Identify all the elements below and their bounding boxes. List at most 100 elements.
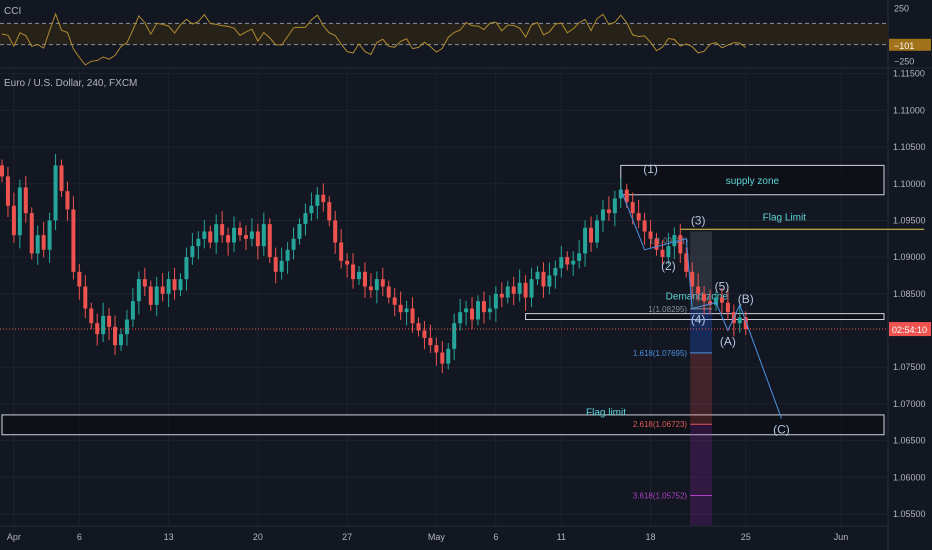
candle-body — [291, 238, 296, 250]
current-price-badge — [889, 322, 931, 337]
candle-body — [255, 231, 260, 247]
candle-body — [321, 194, 326, 203]
wave-label-4: (5) — [715, 279, 730, 293]
candle-body — [119, 334, 123, 346]
candle-body — [600, 209, 605, 221]
candle-body — [101, 315, 106, 335]
fib-label-1: 1.618(1.07695) — [633, 349, 688, 358]
candle-body — [428, 337, 433, 346]
x-tick-label-2: 13 — [164, 532, 174, 542]
candle-body — [642, 220, 647, 232]
wave-label-3: (4) — [691, 313, 706, 327]
candle-body — [529, 279, 534, 298]
wave-label-2: (3) — [691, 213, 706, 227]
candle-body — [470, 308, 475, 320]
fib-extra-label: 1(1.09231) — [649, 236, 688, 245]
candle-body — [446, 348, 451, 364]
candle-body — [315, 194, 320, 206]
candle-body — [493, 293, 498, 309]
candle-body — [618, 189, 623, 199]
candle-body — [410, 308, 415, 324]
elliott-wave-path — [620, 189, 782, 419]
candle-body — [154, 286, 159, 305]
candle-body — [53, 165, 58, 221]
candle-body — [434, 345, 439, 353]
candle-body — [178, 279, 183, 291]
candle-body — [345, 260, 350, 265]
candle-body — [160, 286, 165, 294]
candle-body — [374, 279, 379, 291]
candle-body — [678, 235, 683, 254]
x-tick-label-4: 27 — [342, 532, 352, 542]
y-tick-label-5: 1.09000 — [893, 252, 926, 262]
candle-body — [327, 202, 332, 221]
candle-body — [196, 238, 201, 247]
x-tick-label-8: 18 — [646, 532, 656, 542]
wave-label-0: (1) — [643, 162, 658, 176]
cci-current-badge — [889, 38, 931, 51]
y-tick-label-11: 1.05500 — [893, 509, 926, 519]
fib-band-2 — [690, 424, 713, 525]
candle-body — [273, 257, 278, 272]
candle-body — [648, 231, 653, 239]
candle-body — [464, 308, 469, 313]
candle-body — [166, 279, 171, 294]
candle-body — [267, 224, 272, 258]
candle-body — [0, 165, 4, 177]
candle-body — [523, 282, 528, 298]
candle-body — [380, 279, 385, 287]
x-tick-label-5: May — [428, 532, 446, 542]
candle-body — [77, 271, 82, 287]
candle-body — [41, 235, 46, 250]
candle-body — [583, 227, 588, 254]
candle-body — [47, 220, 52, 250]
candle-body — [243, 235, 248, 239]
candle-body — [654, 238, 659, 250]
candle-body — [261, 224, 266, 247]
candle-body — [440, 352, 445, 364]
candle-body — [190, 246, 195, 258]
candle-body — [708, 301, 713, 305]
y-tick-label-8: 1.07000 — [893, 399, 926, 409]
candle-body — [612, 198, 617, 214]
candle-body — [547, 275, 552, 287]
y-tick-label-3: 1.10000 — [893, 179, 926, 189]
cci-band — [0, 23, 888, 45]
fib-band-0 — [690, 308, 713, 353]
candle-body — [743, 317, 748, 330]
candle-body — [232, 227, 237, 243]
candle-body — [303, 213, 308, 225]
zone-label-1: Demand zone — [666, 291, 729, 302]
zone-label-2: Flag limit — [586, 407, 626, 418]
y-tick-label-4: 1.09500 — [893, 215, 926, 225]
candle-body — [65, 191, 70, 210]
candle-body — [285, 249, 290, 261]
candle-body — [202, 231, 207, 239]
y-tick-label-2: 1.10500 — [893, 142, 926, 152]
chart-title: Euro / U.S. Dollar, 240, FXCM — [4, 78, 138, 89]
candle-body — [416, 323, 421, 331]
cci-current-label: −101 — [894, 41, 914, 51]
candle-body — [487, 308, 492, 313]
candle-body — [17, 187, 22, 236]
candle-body — [517, 282, 522, 294]
candle-body — [226, 235, 231, 243]
wave-label-6: (B) — [738, 292, 754, 306]
wave-label-7: (C) — [773, 423, 790, 437]
wave-label-1: (2) — [661, 259, 676, 273]
candle-body — [666, 246, 671, 258]
candle-body — [719, 297, 724, 303]
candle-body — [505, 286, 510, 298]
x-tick-label-0: Apr — [7, 532, 21, 542]
candle-body — [339, 242, 344, 261]
candle-body — [130, 301, 135, 320]
candle-body — [696, 286, 701, 294]
candle-body — [368, 286, 373, 291]
x-tick-label-3: 20 — [253, 532, 263, 542]
candle-body — [660, 249, 665, 258]
cci-tick-label-1: −250 — [894, 57, 914, 67]
zone-box-1 — [525, 313, 885, 321]
candle-body — [89, 308, 94, 324]
